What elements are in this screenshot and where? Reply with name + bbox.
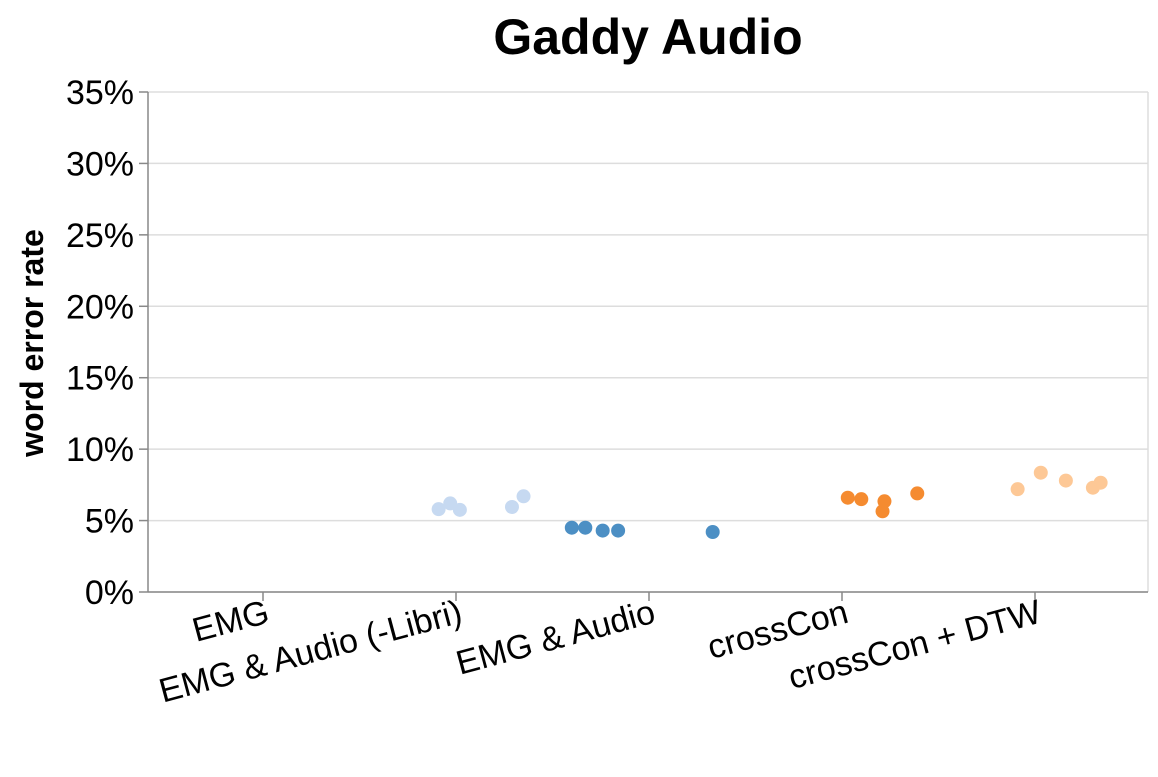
y-tick-label: 0% <box>85 574 134 612</box>
grid-lines <box>148 91 1149 593</box>
data-point <box>1058 473 1073 488</box>
data-point <box>516 489 531 504</box>
data-point <box>611 523 626 538</box>
data-point <box>578 520 593 535</box>
data-point <box>840 490 855 505</box>
data-point <box>452 502 467 517</box>
chart-title: Gaddy Audio <box>493 9 802 65</box>
y-axis-label: word error rate <box>14 229 50 458</box>
data-point <box>705 525 720 539</box>
data-points <box>431 465 1108 539</box>
data-point <box>1033 465 1048 480</box>
data-point <box>854 492 869 507</box>
y-tick-label: 10% <box>66 431 134 469</box>
data-point <box>504 500 519 514</box>
y-tick-label: 25% <box>66 217 134 255</box>
y-tick-label: 15% <box>66 360 134 398</box>
y-tick-label: 30% <box>66 145 134 183</box>
data-point <box>910 486 925 501</box>
x-tick-label: EMG & Audio <box>452 593 659 683</box>
data-point <box>595 523 610 538</box>
y-tick-label: 20% <box>66 288 134 326</box>
data-point <box>431 502 446 517</box>
y-tick-label: 5% <box>85 503 134 541</box>
data-point <box>877 494 892 509</box>
x-tick-label: EMG <box>188 593 273 650</box>
data-point <box>1010 482 1025 497</box>
data-point <box>1093 475 1108 490</box>
data-point <box>564 520 579 535</box>
y-tick-label: 35% <box>66 74 134 112</box>
